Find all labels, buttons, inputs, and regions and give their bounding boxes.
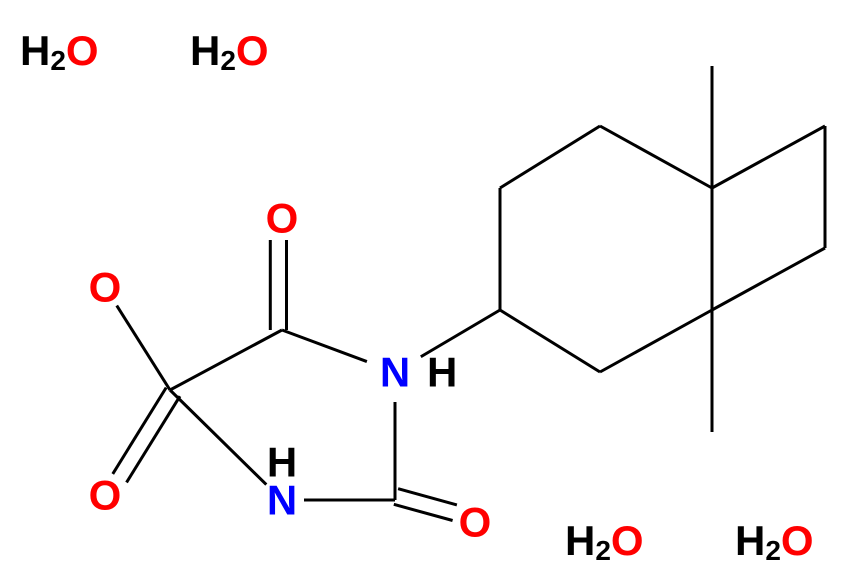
atom-O: O	[266, 195, 299, 242]
atom-H: H	[267, 439, 297, 486]
molecule-diagram: OOONHONHH2OH2OH2OH2O	[0, 0, 866, 576]
atom-N: N	[380, 349, 410, 396]
atom-O: O	[89, 264, 122, 311]
atom-O: O	[459, 499, 492, 546]
atom-O: O	[89, 472, 122, 519]
canvas-bg	[0, 0, 866, 576]
atom-H: H	[427, 349, 457, 396]
